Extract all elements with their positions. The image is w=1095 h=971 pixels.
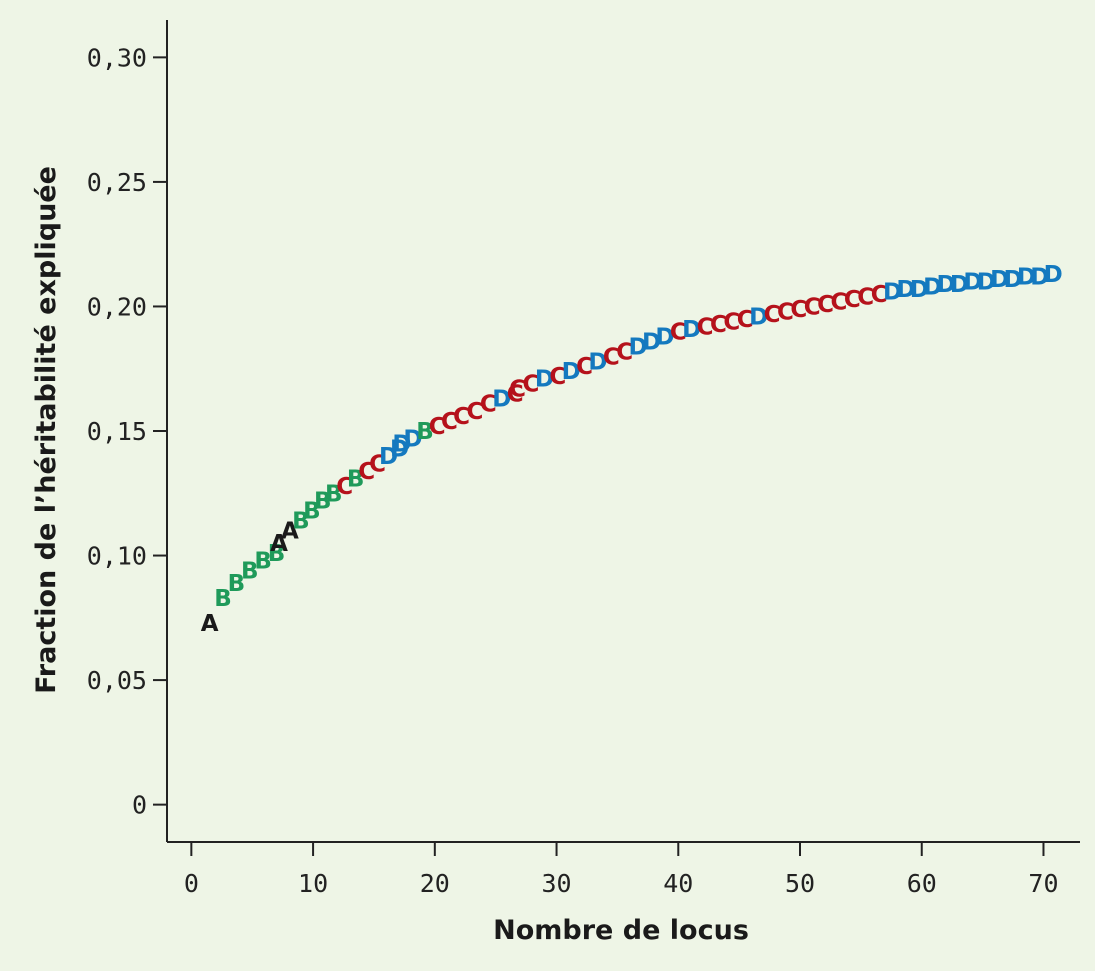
data-point-d: D: [379, 444, 398, 470]
data-point-b: B: [303, 499, 321, 525]
data-point-b: B: [347, 466, 365, 492]
data-point-d: D: [629, 334, 648, 360]
data-point-c: C: [871, 282, 888, 308]
data-point-a: A: [201, 611, 219, 637]
data-point-d: D: [392, 431, 411, 457]
data-point-b: B: [416, 419, 434, 445]
data-point-b: B: [325, 481, 343, 507]
data-point-d: D: [655, 324, 674, 350]
data-point-d: D: [642, 329, 661, 355]
data-point-d: D: [937, 272, 956, 298]
data-point-b: B: [268, 541, 286, 567]
data-point-c: C: [697, 314, 714, 340]
data-point-d: D: [1044, 262, 1063, 288]
data-point-c: C: [804, 294, 821, 320]
data-point-d: D: [896, 277, 915, 303]
data-point-c: C: [441, 409, 458, 435]
data-point-c: C: [710, 312, 727, 338]
data-point-c: C: [670, 319, 687, 345]
data-point-d: D: [390, 436, 409, 462]
data-point-b: B: [314, 489, 332, 515]
y-tick-label: 0,15: [87, 417, 147, 446]
data-point-d: D: [749, 304, 768, 330]
data-point-d: D: [883, 280, 902, 306]
data-point-c: C: [480, 392, 497, 418]
y-tick-label: 0: [132, 791, 147, 820]
data-point-c: C: [369, 451, 386, 477]
data-point-a: A: [270, 531, 288, 557]
x-tick-label: 0: [184, 869, 199, 898]
data-point-d: D: [963, 270, 982, 296]
x-tick-label: 60: [907, 869, 937, 898]
x-ticks: 0 10 20 30 40 50 60 70: [184, 842, 1059, 898]
data-point-c: C: [844, 287, 861, 313]
data-point-c: C: [358, 459, 375, 485]
data-point-c: C: [616, 339, 633, 365]
data-point-d: D: [492, 387, 511, 413]
y-axis-title: Fraction de l’héritabilité expliquée: [31, 166, 62, 694]
x-tick-label: 40: [663, 869, 693, 898]
y-tick-label: 0,30: [87, 43, 147, 72]
data-point-c: C: [507, 382, 524, 408]
data-point-d: D: [950, 272, 969, 298]
data-point-c: C: [336, 474, 353, 500]
data-point-c: C: [453, 404, 470, 430]
data-points: ABBBBBAABBBBCBCCDDDDBCCCCCDCCCDCDCDCCDDD…: [201, 262, 1063, 637]
data-point-d: D: [588, 349, 607, 375]
data-point-d: D: [977, 270, 996, 296]
y-tick-label: 0,05: [87, 666, 147, 695]
y-tick-label: 0,25: [87, 168, 147, 197]
data-point-b: B: [214, 586, 232, 612]
x-tick-label: 20: [420, 869, 450, 898]
data-point-c: C: [817, 292, 834, 318]
data-point-b: B: [292, 509, 310, 535]
data-point-d: D: [535, 367, 554, 393]
data-point-c: C: [509, 377, 526, 403]
data-point-c: C: [549, 364, 566, 390]
y-tick-label: 0,10: [87, 542, 147, 571]
axes: [166, 20, 1080, 843]
data-point-d: D: [1030, 265, 1049, 291]
data-point-c: C: [831, 289, 848, 315]
x-axis-title: Nombre de locus: [493, 915, 749, 946]
data-point-b: B: [228, 571, 246, 597]
data-point-d: D: [1017, 265, 1036, 291]
data-point-c: C: [429, 414, 446, 440]
data-point-c: C: [603, 344, 620, 370]
x-tick-label: 70: [1028, 869, 1058, 898]
y-tick-label: 0,20: [87, 292, 147, 321]
data-point-c: C: [764, 302, 781, 328]
y-ticks: 0 0,05 0,10 0,15 0,20 0,25 0,30: [87, 43, 167, 820]
data-point-b: B: [254, 549, 272, 575]
x-tick-label: 50: [785, 869, 815, 898]
x-tick-label: 10: [298, 869, 328, 898]
data-point-d: D: [990, 267, 1009, 293]
data-point-d: D: [910, 277, 929, 303]
data-point-b: B: [241, 558, 259, 584]
x-tick-label: 30: [541, 869, 571, 898]
data-point-c: C: [857, 284, 874, 310]
data-point-d: D: [403, 426, 422, 452]
data-point-d: D: [562, 359, 581, 385]
data-point-c: C: [737, 307, 754, 333]
data-point-d: D: [682, 317, 701, 343]
data-point-d: D: [923, 275, 942, 301]
data-point-a: A: [281, 519, 299, 545]
data-point-d: D: [1003, 267, 1022, 293]
data-point-c: C: [576, 354, 593, 380]
data-point-c: C: [723, 309, 740, 335]
data-point-c: C: [790, 297, 807, 323]
data-point-c: C: [523, 372, 540, 398]
data-point-c: C: [467, 399, 484, 425]
data-point-c: C: [777, 299, 794, 325]
